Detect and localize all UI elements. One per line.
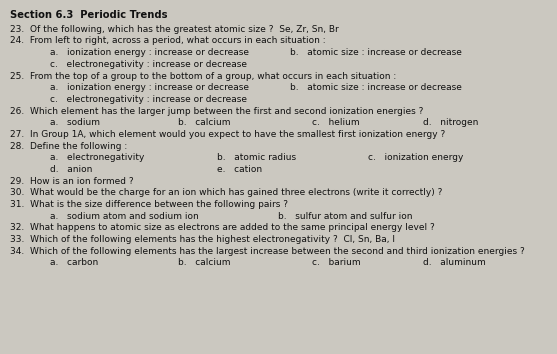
Text: a.   electronegativity: a. electronegativity xyxy=(50,153,144,162)
Text: b.   atomic size : increase or decrease: b. atomic size : increase or decrease xyxy=(290,48,462,57)
Text: 30.  What would be the charge for an ion which has gained three electrons (write: 30. What would be the charge for an ion … xyxy=(10,188,442,197)
Text: 26.  Which element has the larger jump between the first and second ionization e: 26. Which element has the larger jump be… xyxy=(10,107,423,115)
Text: Section 6.3  Periodic Trends: Section 6.3 Periodic Trends xyxy=(10,10,168,20)
Text: a.   ionization energy : increase or decrease: a. ionization energy : increase or decre… xyxy=(50,48,249,57)
Text: 24.  From left to right, across a period, what occurs in each situation :: 24. From left to right, across a period,… xyxy=(10,36,326,45)
Text: 23.  Of the following, which has the greatest atomic size ?  Se, Zr, Sn, Br: 23. Of the following, which has the grea… xyxy=(10,25,339,34)
Text: d.   aluminum: d. aluminum xyxy=(423,258,486,267)
Text: a.   carbon: a. carbon xyxy=(50,258,99,267)
Text: c.   barium: c. barium xyxy=(312,258,360,267)
Text: e.   cation: e. cation xyxy=(217,165,262,174)
Text: c.   electronegativity : increase or decrease: c. electronegativity : increase or decre… xyxy=(50,95,247,104)
Text: b.   calcium: b. calcium xyxy=(178,258,231,267)
Text: b.   calcium: b. calcium xyxy=(178,118,231,127)
Text: c.   ionization energy: c. ionization energy xyxy=(368,153,463,162)
Text: d.   anion: d. anion xyxy=(50,165,92,174)
Text: 31.  What is the size difference between the following pairs ?: 31. What is the size difference between … xyxy=(10,200,288,209)
Text: d.   nitrogen: d. nitrogen xyxy=(423,118,478,127)
Text: c.   electronegativity : increase or decrease: c. electronegativity : increase or decre… xyxy=(50,60,247,69)
Text: c.   helium: c. helium xyxy=(312,118,360,127)
Text: a.   ionization energy : increase or decrease: a. ionization energy : increase or decre… xyxy=(50,83,249,92)
Text: b.   atomic radius: b. atomic radius xyxy=(217,153,296,162)
Text: 28.  Define the following :: 28. Define the following : xyxy=(10,142,128,150)
Text: 33.  Which of the following elements has the highest electronegativity ?  Cl, Sn: 33. Which of the following elements has … xyxy=(10,235,395,244)
Text: 32.  What happens to atomic size as electrons are added to the same principal en: 32. What happens to atomic size as elect… xyxy=(10,223,435,232)
Text: a.   sodium atom and sodium ion: a. sodium atom and sodium ion xyxy=(50,212,199,221)
Text: a.   sodium: a. sodium xyxy=(50,118,100,127)
Text: 34.  Which of the following elements has the largest increase between the second: 34. Which of the following elements has … xyxy=(10,247,525,256)
Text: 29.  How is an ion formed ?: 29. How is an ion formed ? xyxy=(10,177,134,185)
Text: 25.  From the top of a group to the bottom of a group, what occurs in each situa: 25. From the top of a group to the botto… xyxy=(10,72,396,80)
Text: b.   sulfur atom and sulfur ion: b. sulfur atom and sulfur ion xyxy=(278,212,413,221)
Text: b.   atomic size : increase or decrease: b. atomic size : increase or decrease xyxy=(290,83,462,92)
Text: 27.  In Group 1A, which element would you expect to have the smallest first ioni: 27. In Group 1A, which element would you… xyxy=(10,130,445,139)
